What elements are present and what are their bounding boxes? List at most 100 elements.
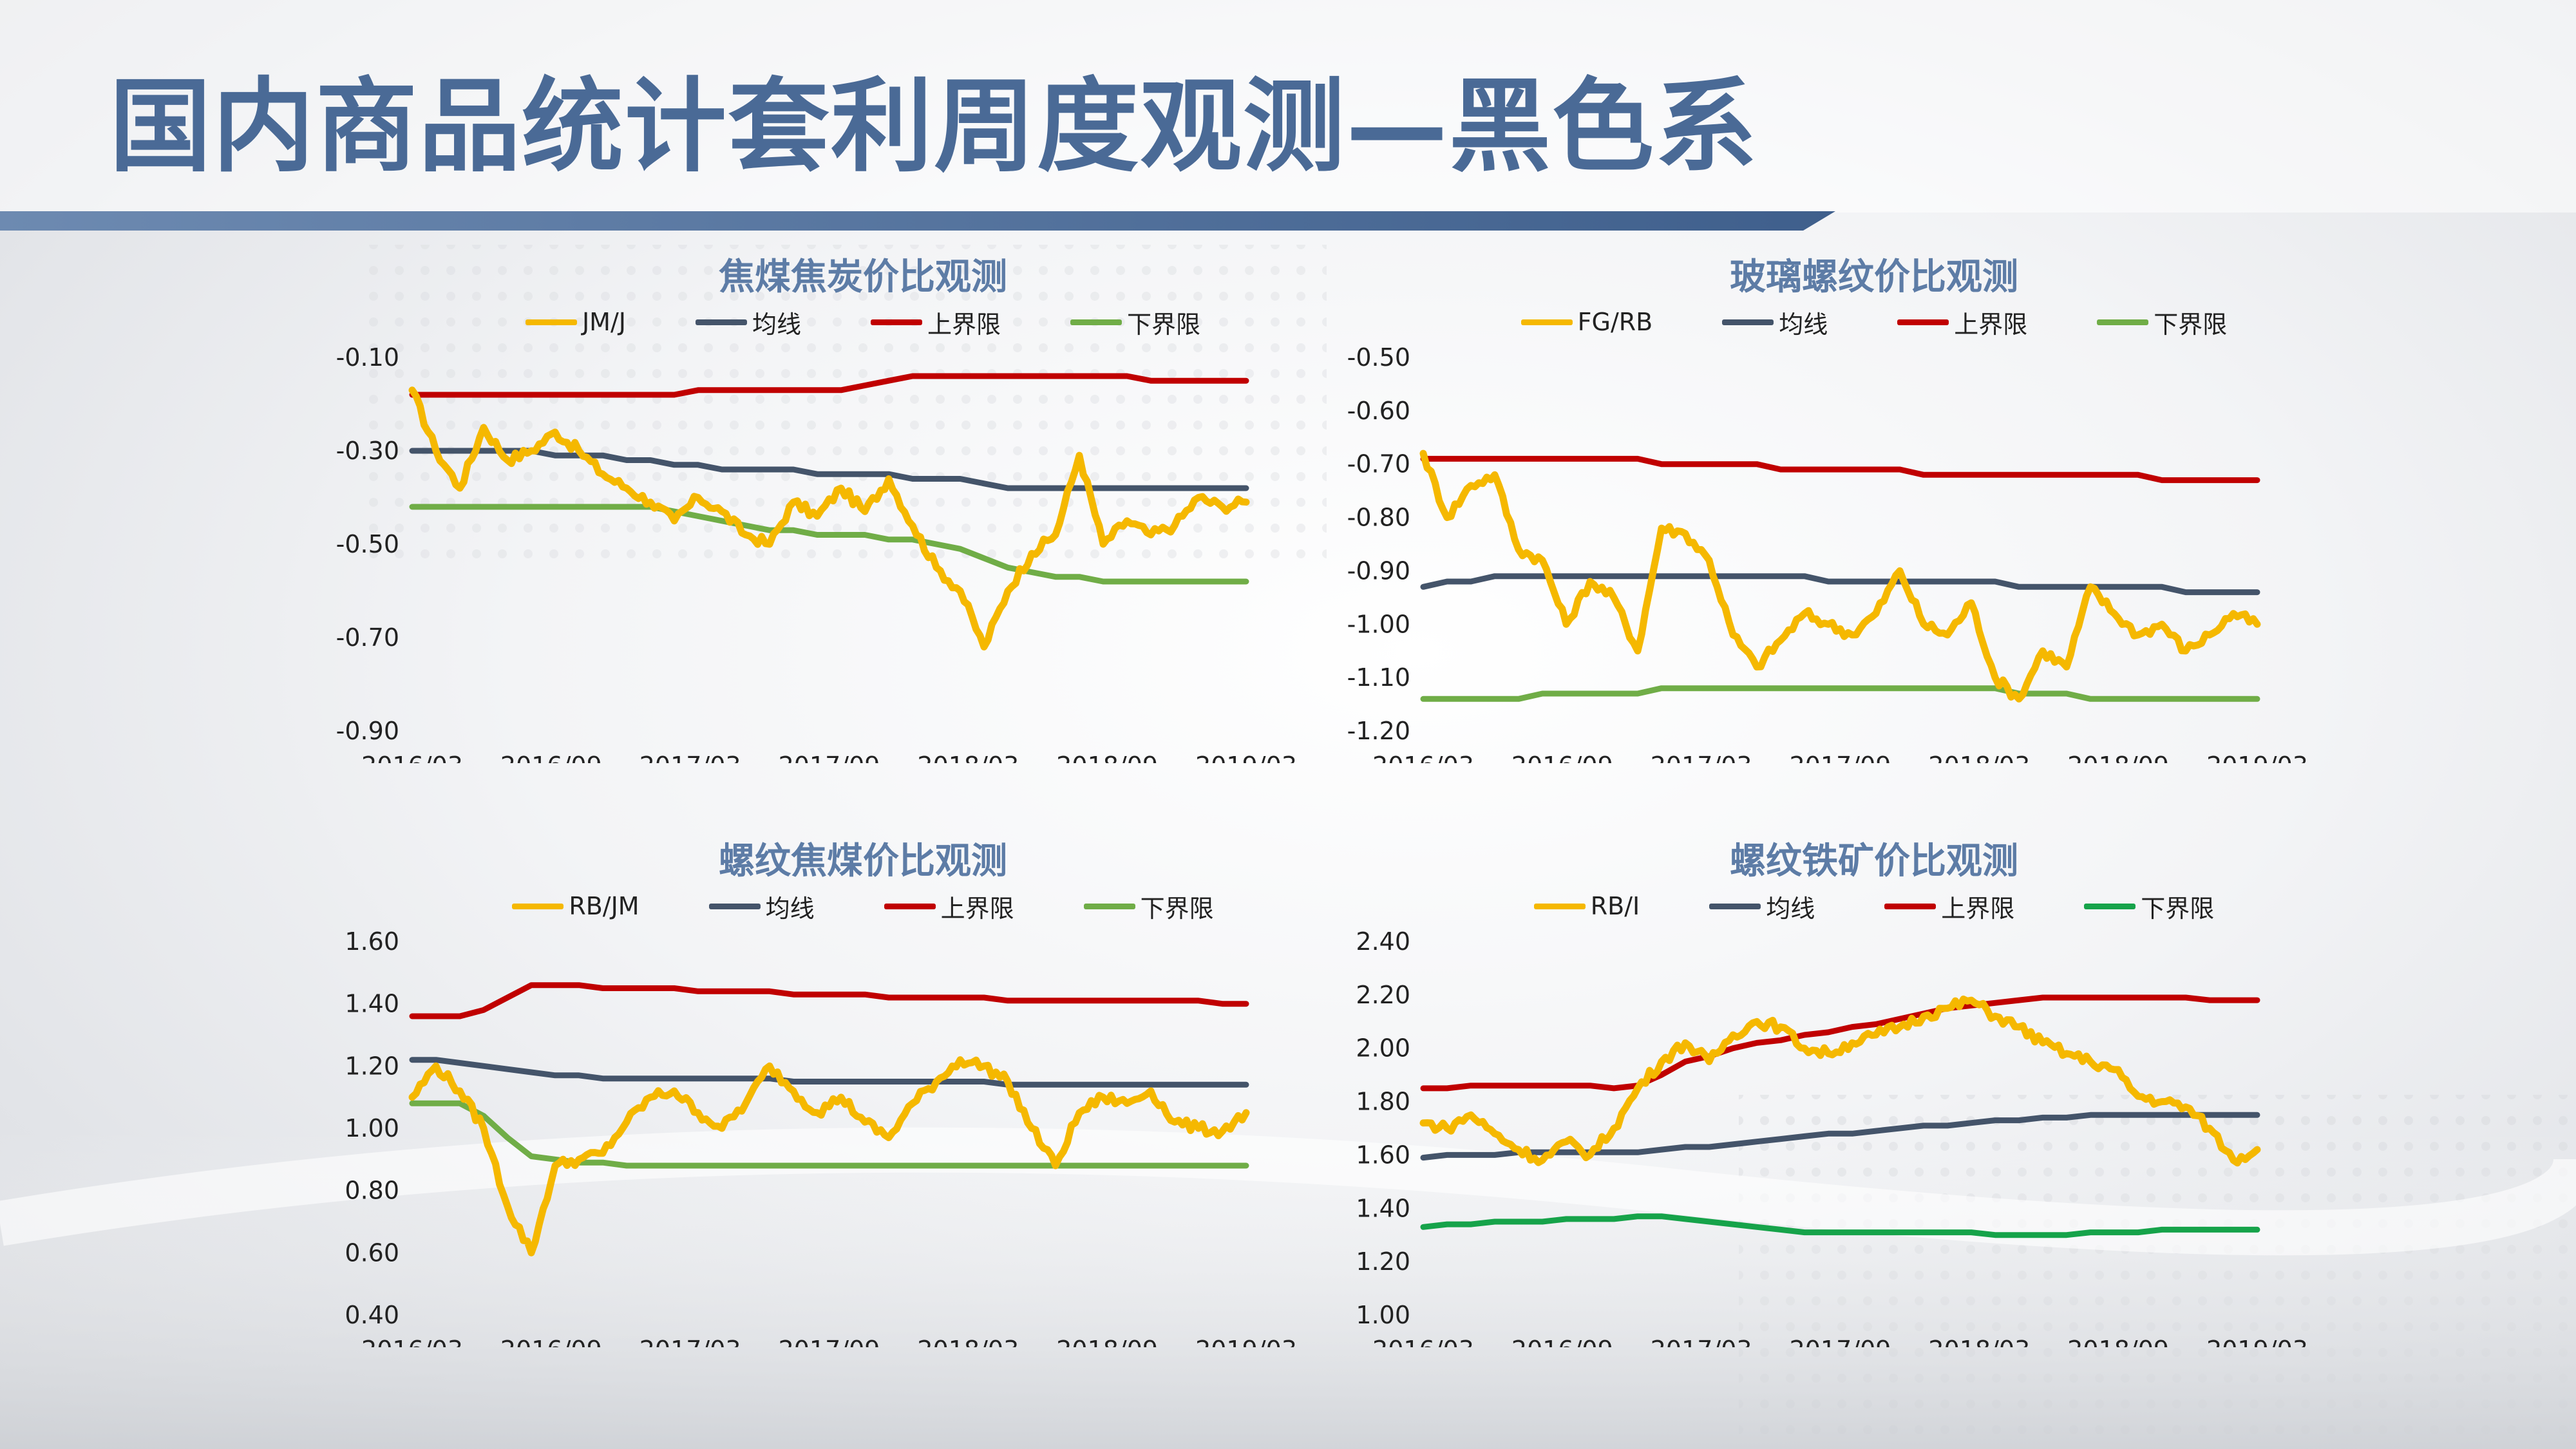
legend-label: 上界限 — [1941, 894, 2015, 923]
legend-swatch — [525, 319, 577, 325]
chart-panel-rb-i: 螺纹铁矿价比观测 RB/I 均线 上界限 下界限 2.40 2.20 2.00 1.80 1.… — [1294, 832, 2454, 1347]
legend-item: RB/JM — [512, 892, 639, 920]
x-tick-label: 2019/03 — [2206, 752, 2308, 763]
legend-swatch — [1722, 319, 1774, 325]
legend-item: 均线 — [708, 889, 815, 924]
legend-item: 下界限 — [1070, 305, 1200, 340]
y-tick-label: 2.40 — [1356, 929, 1410, 956]
y-tick-label: 1.80 — [1356, 1088, 1410, 1116]
y-tick-label: -0.60 — [1347, 397, 1410, 425]
legend-item: JM/J — [525, 308, 626, 336]
y-tick-label: -0.10 — [336, 345, 399, 372]
y-tick-label: 1.60 — [1356, 1141, 1410, 1169]
y-tick-label: -0.50 — [1347, 345, 1410, 372]
legend-item: 下界限 — [2084, 889, 2214, 924]
legend-label: 上界限 — [927, 310, 1001, 339]
legend-item: FG/RB — [1520, 308, 1653, 336]
x-tick-label: 2016/09 — [1511, 1336, 1613, 1347]
x-tick-label: 2018/03 — [917, 1336, 1019, 1347]
chart-legend: JM/J 均线 上界限 下界限 — [283, 305, 1443, 340]
series-line-mean — [1420, 1112, 2260, 1161]
series-line-lower — [409, 1100, 1249, 1169]
y-tick-label: -0.70 — [336, 623, 399, 652]
legend-swatch — [1070, 319, 1122, 325]
y-tick-label: 1.40 — [345, 990, 399, 1018]
series-line-ratio — [408, 386, 1250, 650]
series-line-upper — [409, 373, 1249, 398]
legend-item: RB/I — [1533, 892, 1640, 920]
legend-item: 下界限 — [1083, 889, 1214, 924]
title-underline-bar — [0, 211, 1835, 231]
x-tick-label: 2018/09 — [2067, 752, 2169, 763]
x-tick-label: 2019/03 — [1195, 1336, 1297, 1347]
x-tick-label: 2017/03 — [639, 752, 741, 763]
series-line-lower — [409, 504, 1249, 585]
y-tick-label: 0.40 — [345, 1301, 399, 1329]
x-tick-label: 2016/03 — [1372, 1336, 1474, 1347]
legend-item: 上界限 — [1897, 305, 2027, 340]
y-tick-label: 1.40 — [1356, 1194, 1410, 1222]
legend-item: 均线 — [1722, 305, 1828, 340]
x-tick-label: 2017/09 — [779, 752, 880, 763]
x-tick-label: 2016/09 — [500, 1336, 602, 1347]
legend-item: 下界限 — [2097, 305, 2227, 340]
y-tick-label: -0.90 — [1347, 556, 1410, 585]
legend-label: RB/JM — [569, 892, 639, 920]
line-chart: -0.50 -0.60 -0.70 -0.80 -0.90 -1.00 -1.10 -1.20… — [1347, 345, 2308, 763]
x-tick-label: 2017/03 — [1651, 1336, 1752, 1347]
legend-swatch — [1897, 319, 1949, 325]
legend-label: 均线 — [765, 894, 815, 923]
legend-swatch — [2084, 903, 2136, 909]
x-tick-label: 2018/03 — [917, 752, 1019, 763]
x-tick-label: 2016/03 — [1372, 752, 1474, 763]
x-tick-label: 2018/09 — [1056, 752, 1158, 763]
chart-legend: RB/I 均线 上界限 下界限 — [1294, 889, 2454, 924]
y-tick-label: 0.80 — [345, 1177, 399, 1205]
legend-swatch — [871, 319, 922, 325]
legend-item: 上界限 — [884, 889, 1014, 924]
legend-label: 上界限 — [1954, 310, 2028, 339]
legend-item: 上界限 — [1884, 889, 2014, 924]
chart-title: 焦煤焦炭价比观测 — [719, 256, 1007, 298]
x-tick-label: 2016/03 — [361, 752, 463, 763]
y-tick-label: -1.10 — [1347, 663, 1410, 692]
legend-label: 下界限 — [2154, 310, 2228, 339]
series-line-upper — [1420, 455, 2260, 484]
x-tick-label: 2018/03 — [1928, 752, 2030, 763]
series-line-mean — [1420, 573, 2260, 596]
line-chart: -0.10 -0.30 -0.50 -0.70 -0.90 2016/03 2016/09 2… — [336, 345, 1297, 763]
chart-title: 玻璃螺纹价比观测 — [1730, 256, 2018, 298]
y-tick-label: 1.20 — [345, 1052, 399, 1080]
series-line-upper — [1420, 994, 2260, 1092]
x-tick-label: 2017/03 — [1651, 752, 1752, 763]
chart-title: 螺纹焦煤价比观测 — [719, 840, 1007, 882]
x-tick-label: 2016/09 — [500, 752, 602, 763]
x-tick-label: 2017/09 — [1790, 1336, 1891, 1347]
x-tick-label: 2018/03 — [1928, 1336, 2030, 1347]
series-line-mean — [409, 448, 1249, 491]
y-tick-label: -0.70 — [1347, 450, 1410, 478]
legend-swatch — [512, 903, 564, 909]
legend-item: 均线 — [695, 305, 801, 340]
y-tick-label: -0.50 — [336, 530, 399, 558]
x-tick-label: 2017/03 — [639, 1336, 741, 1347]
series-line-lower_alt — [1420, 1213, 2260, 1238]
legend-label: RB/I — [1590, 892, 1640, 920]
chart-legend: FG/RB 均线 上界限 下界限 — [1294, 305, 2454, 340]
y-tick-label: 0.60 — [345, 1238, 399, 1267]
y-tick-label: 1.60 — [345, 929, 399, 956]
y-tick-label: -0.80 — [1347, 504, 1410, 532]
legend-swatch — [1083, 903, 1135, 909]
legend-label: 下界限 — [1127, 310, 1201, 339]
chart-legend: RB/JM 均线 上界限 下界限 — [283, 889, 1443, 924]
legend-swatch — [1709, 903, 1761, 909]
chart-panel-jm-j: 焦煤焦炭价比观测 JM/J 均线 上界限 下界限 -0.10 -0.30 -0.50 -0.… — [283, 248, 1443, 763]
series-line-mean — [409, 1057, 1249, 1088]
x-tick-label: 2019/03 — [2206, 1336, 2308, 1347]
series-line-lower — [1420, 685, 2260, 702]
x-tick-label: 2017/09 — [779, 1336, 880, 1347]
legend-swatch — [884, 903, 936, 909]
legend-label: JM/J — [582, 308, 626, 336]
y-tick-label: 2.20 — [1356, 981, 1410, 1009]
legend-swatch — [1884, 903, 1937, 909]
